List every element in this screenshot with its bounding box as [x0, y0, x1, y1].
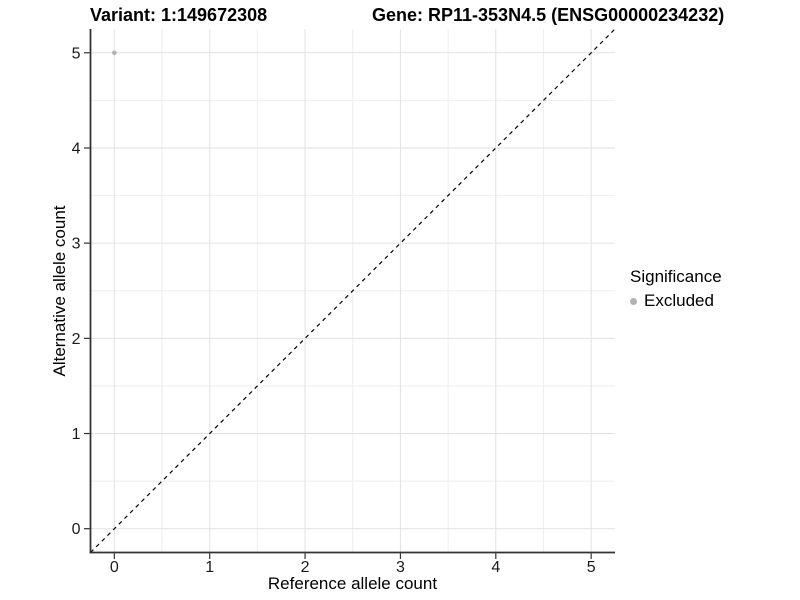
- data-point: [112, 50, 117, 56]
- legend-point-icon: [630, 297, 637, 305]
- legend: Significance Excluded: [630, 267, 722, 311]
- variant-title: Variant: 1:149672308: [90, 5, 268, 25]
- x-tick-label: 0: [110, 559, 119, 576]
- y-tick-label: 3: [72, 236, 81, 253]
- x-tick-label: 5: [587, 559, 596, 576]
- x-tick-label: 3: [396, 559, 405, 576]
- identity-line: [90, 28, 616, 553]
- x-axis-title: Reference allele count: [267, 574, 438, 593]
- y-tick-label: 5: [72, 45, 81, 62]
- legend-entries: Excluded: [630, 291, 722, 311]
- x-tick-label: 1: [205, 559, 214, 576]
- y-tick-label: 2: [72, 331, 81, 348]
- y-tick-label: 1: [72, 426, 81, 443]
- gene-title: Gene: RP11-353N4.5 (ENSG00000234232): [372, 5, 725, 25]
- legend-entry-label: Excluded: [644, 291, 714, 310]
- y-axis-title: Alternative allele count: [50, 205, 69, 377]
- y-tick-label: 0: [72, 521, 81, 538]
- legend-entry: Excluded: [630, 291, 722, 311]
- x-tick-label: 2: [301, 559, 310, 576]
- y-tick-label: 4: [72, 140, 81, 157]
- legend-title: Significance: [630, 267, 722, 286]
- x-tick-label: 4: [491, 559, 500, 576]
